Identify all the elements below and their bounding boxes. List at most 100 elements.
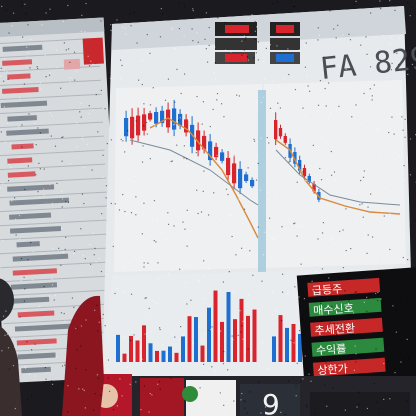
row-value (10, 282, 58, 290)
candle (274, 120, 278, 140)
row-value (7, 73, 31, 80)
toolbar-blocks (215, 22, 300, 64)
row-value (7, 115, 37, 122)
volume-bar (148, 343, 153, 362)
bottom-banner: 9 (90, 374, 416, 416)
candle (283, 136, 287, 143)
volume-bar (187, 316, 192, 362)
volume-bar (168, 346, 172, 362)
row-value (0, 100, 48, 108)
volume-bar (155, 350, 159, 362)
volume-bar (200, 345, 205, 362)
candle (148, 113, 153, 120)
row-value (2, 59, 33, 66)
row-value (17, 352, 56, 360)
volume-bar (213, 290, 218, 362)
candle (130, 116, 135, 139)
volume-bar (181, 336, 185, 362)
moving-average-line (275, 139, 401, 215)
volume-bar (298, 333, 302, 362)
row-value (16, 241, 40, 248)
sign-line-bg (307, 277, 381, 297)
plate-number: 9 (262, 388, 280, 416)
candle (244, 174, 249, 181)
sign-line-text: 수익률 (316, 342, 347, 357)
candle (214, 146, 219, 158)
candle (278, 128, 283, 137)
row-value (12, 268, 58, 276)
volume-bar (142, 325, 146, 362)
candle (202, 135, 207, 150)
volume-bar (246, 315, 250, 362)
candle (312, 184, 316, 192)
volume-bar (226, 291, 231, 362)
candle (124, 118, 129, 137)
sign-line-text: 매수신호 (313, 302, 354, 318)
sign-line-bg (310, 317, 383, 337)
candle (302, 168, 307, 177)
moving-average-line (275, 149, 401, 206)
candle (172, 108, 177, 130)
volume-bar (122, 353, 127, 362)
candlestick-chart-right (262, 80, 406, 268)
candle (220, 152, 225, 161)
row-value (7, 157, 33, 164)
badge-icon (182, 386, 198, 402)
candle (178, 113, 183, 126)
volume-bar (291, 323, 296, 362)
row-value (11, 143, 34, 150)
sign-line-text: 급등주 (311, 282, 342, 297)
candle (154, 112, 159, 124)
candle (232, 163, 237, 184)
chart-divider (258, 90, 266, 370)
volume-bar (135, 340, 140, 362)
candle (307, 176, 311, 183)
row-value (2, 44, 43, 52)
sign-line-bg (308, 297, 382, 317)
candle (142, 114, 147, 131)
volume-bar (272, 336, 276, 362)
moving-average-line (129, 139, 259, 206)
row-value (7, 171, 36, 178)
row-value (11, 296, 50, 304)
volume-bar (233, 319, 237, 362)
candle (136, 115, 141, 136)
sign-line-bg (311, 337, 385, 357)
volume-bar (174, 352, 179, 362)
row-value (1, 87, 39, 94)
volume-bar (129, 335, 133, 362)
row-value (14, 323, 74, 332)
candle (208, 141, 213, 161)
sign-line-text: 상한가 (317, 362, 348, 377)
candlestick-chart-left (114, 84, 262, 272)
candle (293, 152, 297, 164)
volume-bar (220, 321, 224, 362)
candle (196, 130, 201, 151)
volume-bar (285, 327, 289, 362)
row-value (21, 366, 51, 374)
row-value (7, 184, 55, 192)
volume-bar (194, 317, 198, 362)
moving-average-line (149, 117, 259, 239)
candle (250, 179, 255, 187)
volume-bar (161, 350, 166, 362)
row-value (6, 128, 49, 136)
row-value (17, 310, 55, 318)
volume-bar (116, 334, 120, 362)
candle (238, 168, 243, 189)
candle (160, 110, 165, 124)
row-value (12, 253, 69, 262)
sign-line-bg (312, 357, 386, 377)
candle (184, 119, 189, 133)
volume-bar (207, 307, 211, 362)
person-silhouette-icon (62, 295, 104, 416)
sign-line-text: 추세전환 (314, 322, 355, 338)
row-value (16, 338, 57, 346)
row-value (9, 212, 52, 220)
candle (226, 157, 231, 176)
person-silhouette-icon (0, 278, 22, 416)
row-value (9, 226, 62, 234)
